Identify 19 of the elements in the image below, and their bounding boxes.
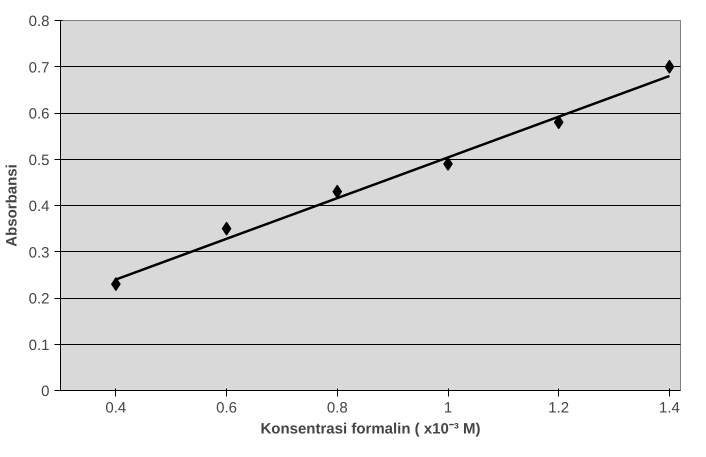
x-tick-label: 0.6 [216,400,238,416]
x-tick-label: 1 [444,400,452,416]
x-tick-label: 0.4 [105,400,126,416]
y-tick-label: 0.1 [28,336,50,354]
y-tick-label: 0.2 [28,290,50,308]
y-tick-label: 0.7 [28,59,50,76]
y-tick-label: 0.3 [28,244,50,262]
x-tick-label: 1.4 [659,400,680,416]
y-tick-label: 0.4 [28,198,50,215]
x-tick-label: 0.8 [326,400,348,416]
y-axis-title: Absorbansi [4,164,21,247]
x-axis-title: Konsentrasi formalin ( x10⁻³ M) [260,420,481,438]
y-tick-label: 0.5 [28,152,50,169]
y-tick-label: 0 [41,383,50,400]
point [332,184,342,199]
y-tick-label: 0.8 [28,13,50,30]
x-tick-label: 1.2 [548,400,570,416]
y-tick-label: 0.6 [28,106,50,122]
point [554,115,564,130]
